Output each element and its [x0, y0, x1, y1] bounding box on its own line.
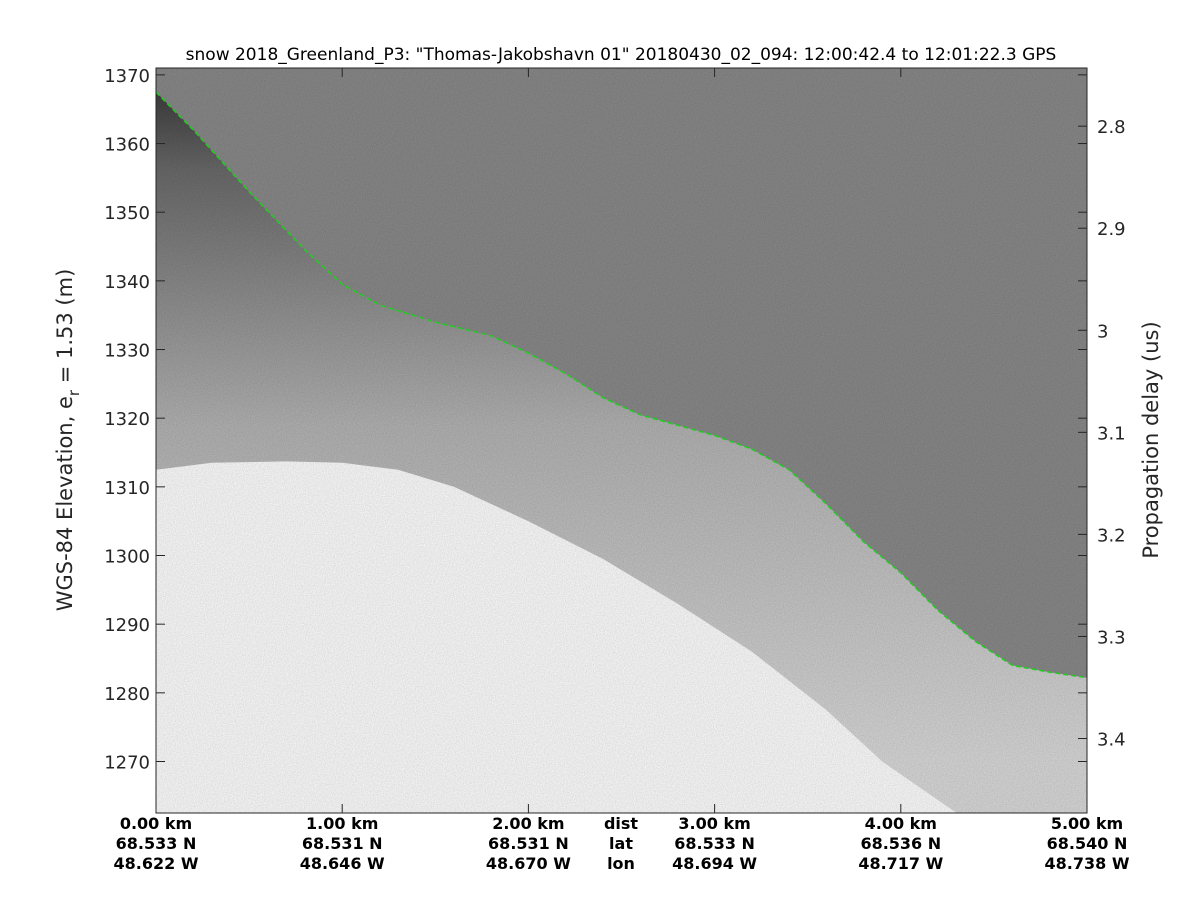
right-tick-label: 3.4 [1097, 730, 1126, 751]
left-tick-label: 1300 [104, 547, 150, 568]
left-tick-label: 1360 [104, 135, 150, 156]
row-label-dist: dist [604, 814, 638, 833]
left-tick-label: 1330 [104, 341, 150, 362]
left-tick-label: 1320 [104, 409, 150, 430]
x-tick-dist-label: 1.00 km [306, 814, 378, 833]
left-axis-label: WGS-84 Elevation, er = 1.53 (m) [53, 269, 83, 612]
left-tick-label: 1310 [104, 478, 150, 499]
row-label-lon: lon [607, 854, 635, 873]
right-tick-label: 3.3 [1097, 627, 1126, 648]
chart-title: snow 2018_Greenland_P3: "Thomas-Jakobsha… [186, 45, 1057, 65]
x-tick-lat-label: 68.533 N [674, 834, 755, 853]
left-axis-label-subscript: r [65, 389, 83, 396]
x-tick-dist-label: 3.00 km [678, 814, 750, 833]
row-label-lat: lat [609, 834, 633, 853]
x-tick-lon-label: 48.694 W [672, 854, 757, 873]
x-tick-lat-label: 68.531 N [488, 834, 569, 853]
right-tick-label: 2.8 [1097, 117, 1126, 138]
x-tick-dist-label: 4.00 km [865, 814, 937, 833]
x-tick-lat-label: 68.533 N [116, 834, 197, 853]
right-tick-label: 3.2 [1097, 525, 1126, 546]
left-axis-label-suffix: = 1.53 (m) [53, 269, 77, 390]
x-tick-lon-label: 48.622 W [114, 854, 199, 873]
left-tick-label: 1370 [104, 66, 150, 87]
left-axis-ticks: 1270 1280 1290 1300 1310 1320 1330 1340 1350 1360… [104, 66, 1087, 774]
x-tick-lon-label: 48.646 W [300, 854, 385, 873]
x-tick-dist-label: 2.00 km [492, 814, 564, 833]
right-tick-label: 3 [1097, 321, 1108, 342]
left-tick-label: 1290 [104, 615, 150, 636]
x-tick-lon-label: 48.738 W [1045, 854, 1130, 873]
plot-frame [155, 67, 1088, 814]
left-tick-label: 1280 [104, 684, 150, 705]
surface-tracking-line [156, 91, 1087, 679]
x-tick-lon-label: 48.670 W [486, 854, 571, 873]
x-tick-lat-label: 68.540 N [1047, 834, 1128, 853]
echogram-image [156, 68, 1087, 813]
left-tick-label: 1350 [104, 203, 150, 224]
speckle-texture [156, 68, 1087, 813]
x-tick-dist-label: 5.00 km [1051, 814, 1123, 833]
left-tick-label: 1270 [104, 753, 150, 774]
right-axis-label: Propagation delay (us) [1139, 321, 1163, 558]
x-tick-lat-label: 68.536 N [860, 834, 941, 853]
right-axis-ticks: 2.8 2.9 3 3.1 3.2 3.3 3.4 [1078, 117, 1126, 751]
right-tick-label: 3.1 [1097, 423, 1126, 444]
left-axis-label-main: WGS-84 Elevation, e [53, 396, 77, 611]
right-tick-label: 2.9 [1097, 219, 1126, 240]
left-tick-label: 1340 [104, 272, 150, 293]
x-tick-dist-label: 0.00 km [120, 814, 192, 833]
x-tick-lat-label: 68.531 N [302, 834, 383, 853]
x-tick-lon-label: 48.717 W [858, 854, 943, 873]
